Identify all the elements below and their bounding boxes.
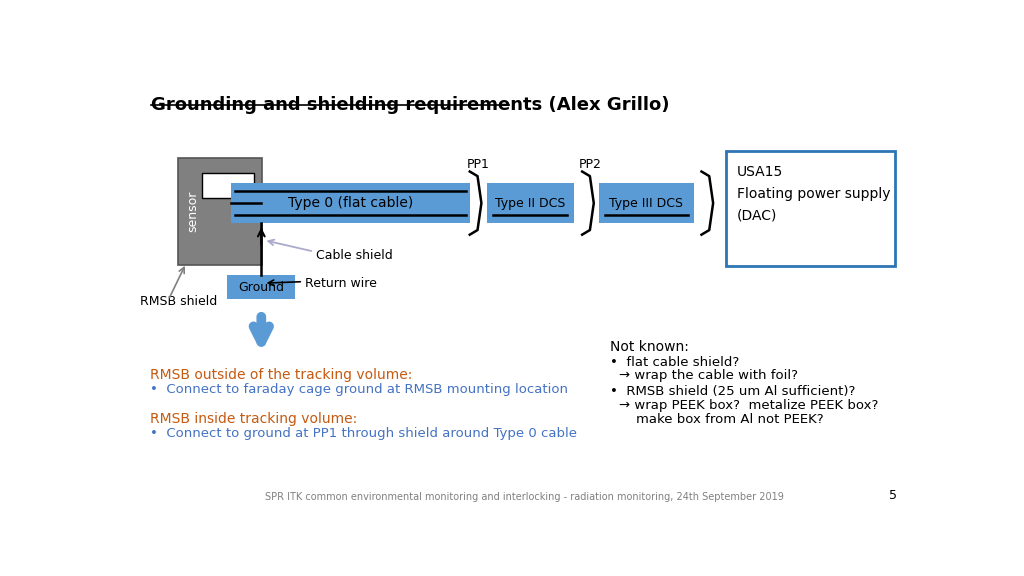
- Text: SPR ITK common environmental monitoring and interlocking - radiation monitoring,: SPR ITK common environmental monitoring …: [265, 492, 784, 502]
- FancyBboxPatch shape: [178, 158, 262, 266]
- Text: RMSB outside of the tracking volume:: RMSB outside of the tracking volume:: [150, 368, 412, 382]
- FancyBboxPatch shape: [231, 183, 470, 223]
- Text: Not known:: Not known:: [610, 340, 689, 354]
- Text: Type 0 (flat cable): Type 0 (flat cable): [288, 196, 413, 210]
- Text: → wrap the cable with foil?: → wrap the cable with foil?: [620, 369, 799, 382]
- Text: make box from Al not PEEK?: make box from Al not PEEK?: [620, 414, 824, 426]
- Text: sensor: sensor: [185, 191, 199, 232]
- Text: Cable shield: Cable shield: [315, 248, 392, 262]
- Text: RMSB inside tracking volume:: RMSB inside tracking volume:: [150, 412, 357, 426]
- Text: Type II DCS: Type II DCS: [495, 196, 565, 210]
- FancyBboxPatch shape: [486, 183, 573, 223]
- Text: Type III DCS: Type III DCS: [609, 196, 683, 210]
- Text: RMSB shield: RMSB shield: [139, 295, 217, 308]
- FancyBboxPatch shape: [599, 183, 693, 223]
- Text: PP2: PP2: [580, 158, 602, 172]
- Text: •  RMSB shield (25 um Al sufficient)?: • RMSB shield (25 um Al sufficient)?: [610, 385, 855, 398]
- Text: PP1: PP1: [467, 158, 489, 172]
- Text: Ground: Ground: [239, 281, 285, 294]
- Text: Floating power supply: Floating power supply: [737, 187, 891, 201]
- Text: Return wire: Return wire: [305, 277, 377, 290]
- Text: 5: 5: [889, 489, 897, 502]
- Text: → wrap PEEK box?  metalize PEEK box?: → wrap PEEK box? metalize PEEK box?: [620, 399, 879, 412]
- Text: (DAC): (DAC): [737, 209, 777, 222]
- Text: USA15: USA15: [737, 165, 783, 179]
- FancyBboxPatch shape: [726, 151, 895, 266]
- FancyBboxPatch shape: [227, 275, 295, 298]
- Text: •  flat cable shield?: • flat cable shield?: [610, 355, 739, 369]
- Text: •  Connect to faraday cage ground at RMSB mounting location: • Connect to faraday cage ground at RMSB…: [150, 383, 567, 396]
- FancyBboxPatch shape: [202, 173, 254, 198]
- Text: Grounding and shielding requirements (Alex Grillo): Grounding and shielding requirements (Al…: [152, 96, 670, 114]
- Text: •  Connect to ground at PP1 through shield around Type 0 cable: • Connect to ground at PP1 through shiel…: [150, 427, 577, 440]
